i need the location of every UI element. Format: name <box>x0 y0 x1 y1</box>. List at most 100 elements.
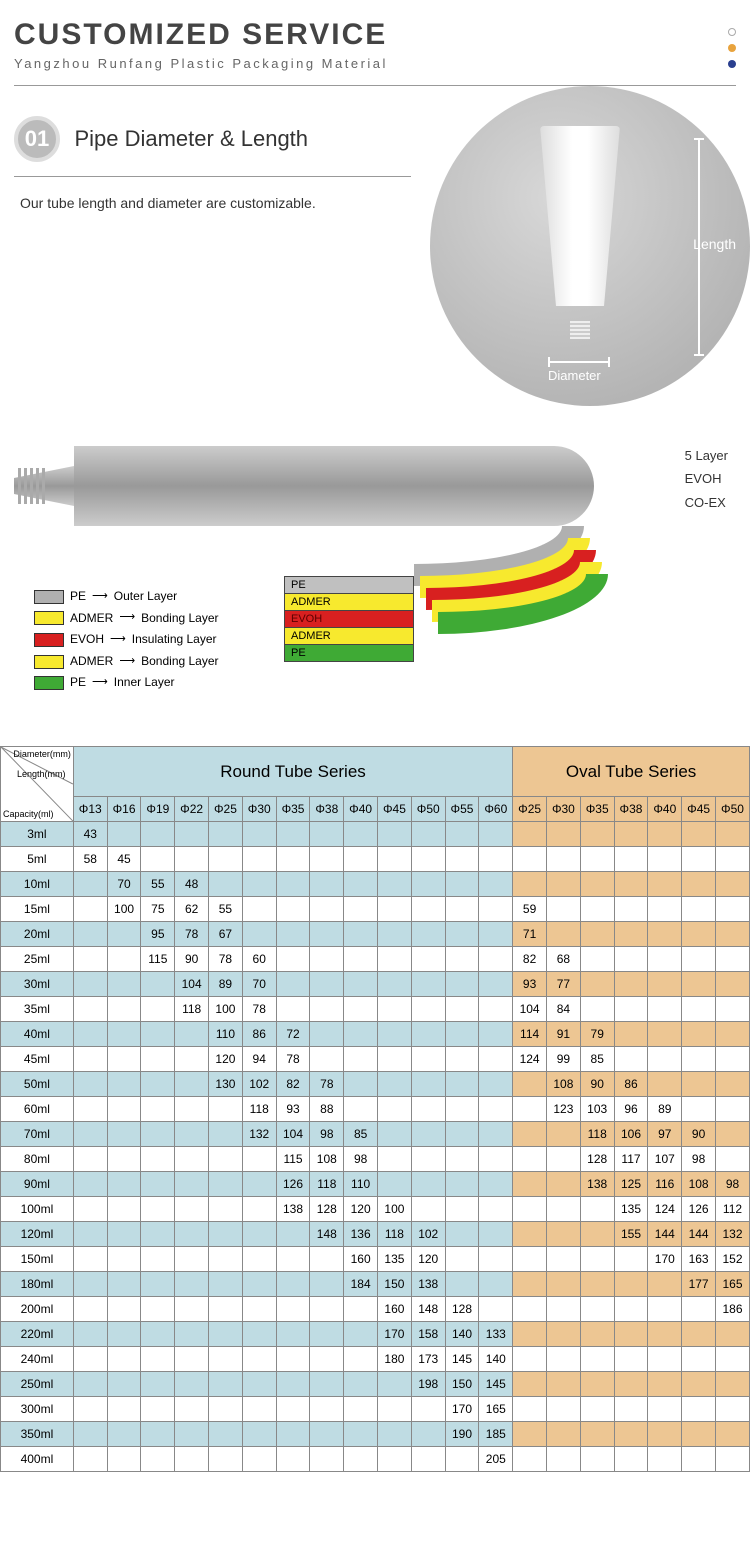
data-cell: 170 <box>648 1247 682 1272</box>
data-cell <box>715 1072 749 1097</box>
data-cell <box>682 947 716 972</box>
data-cell <box>682 1372 716 1397</box>
data-cell <box>73 872 107 897</box>
data-cell <box>73 1147 107 1172</box>
data-cell <box>107 922 141 947</box>
data-cell <box>242 1272 276 1297</box>
data-cell <box>547 822 581 847</box>
data-cell <box>547 1347 581 1372</box>
table-row: 100ml138128120100135124126112 <box>1 1197 750 1222</box>
data-cell <box>648 1322 682 1347</box>
table-row: 300ml170165 <box>1 1397 750 1422</box>
data-cell <box>445 1147 479 1172</box>
data-cell <box>445 1122 479 1147</box>
data-cell <box>547 847 581 872</box>
data-cell: 95 <box>141 922 175 947</box>
data-cell <box>445 947 479 972</box>
length-label: Length <box>693 236 736 252</box>
data-cell <box>479 1172 513 1197</box>
capacity-cell: 25ml <box>1 947 74 972</box>
dia-header: Φ40 <box>344 797 378 822</box>
table-row: 25ml1159078608268 <box>1 947 750 972</box>
dia-header: Φ55 <box>445 797 479 822</box>
data-cell <box>209 1347 243 1372</box>
data-cell <box>648 1347 682 1372</box>
data-cell: 177 <box>682 1272 716 1297</box>
capacity-cell: 120ml <box>1 1222 74 1247</box>
data-cell: 108 <box>547 1072 581 1097</box>
data-cell <box>141 1297 175 1322</box>
data-cell: 99 <box>547 1047 581 1072</box>
data-cell <box>344 1072 378 1097</box>
data-cell <box>141 1322 175 1347</box>
data-cell <box>175 1197 209 1222</box>
dia-header: Φ30 <box>547 797 581 822</box>
page-header: CUSTOMIZED SERVICE Yangzhou Runfang Plas… <box>0 0 750 79</box>
data-cell <box>73 1172 107 1197</box>
data-cell: 98 <box>715 1172 749 1197</box>
data-cell <box>614 1447 648 1472</box>
data-cell <box>107 1022 141 1047</box>
data-cell: 93 <box>513 972 547 997</box>
data-cell: 135 <box>378 1247 412 1272</box>
data-cell <box>445 972 479 997</box>
capacity-cell: 80ml <box>1 1147 74 1172</box>
data-cell <box>344 872 378 897</box>
data-cell <box>682 1047 716 1072</box>
data-cell <box>209 847 243 872</box>
data-cell <box>242 1297 276 1322</box>
capacity-cell: 180ml <box>1 1272 74 1297</box>
table-row: 60ml11893881231039689 <box>1 1097 750 1122</box>
table-row: 400ml205 <box>1 1447 750 1472</box>
data-cell <box>614 847 648 872</box>
table-row: 350ml190185 <box>1 1422 750 1447</box>
data-cell <box>580 1422 614 1447</box>
data-cell <box>648 947 682 972</box>
dia-header: Φ30 <box>242 797 276 822</box>
data-cell <box>648 997 682 1022</box>
data-cell: 118 <box>378 1222 412 1247</box>
data-cell <box>378 1397 412 1422</box>
data-cell: 150 <box>378 1272 412 1297</box>
data-cell <box>276 947 310 972</box>
data-cell: 138 <box>411 1272 445 1297</box>
data-cell <box>310 1397 344 1422</box>
peel-row: ADMER <box>284 627 414 644</box>
data-cell <box>614 1397 648 1422</box>
data-cell <box>614 972 648 997</box>
data-cell <box>209 1322 243 1347</box>
table-row: 120ml148136118102155144144132 <box>1 1222 750 1247</box>
data-cell <box>73 1422 107 1447</box>
data-cell <box>411 847 445 872</box>
data-cell <box>715 1397 749 1422</box>
data-cell <box>648 1022 682 1047</box>
data-cell <box>73 1322 107 1347</box>
data-cell <box>378 1072 412 1097</box>
data-cell: 128 <box>310 1197 344 1222</box>
data-cell: 108 <box>682 1172 716 1197</box>
data-cell <box>107 997 141 1022</box>
data-cell <box>411 1397 445 1422</box>
data-cell <box>580 922 614 947</box>
data-cell: 104 <box>276 1122 310 1147</box>
data-cell: 116 <box>648 1172 682 1197</box>
data-cell <box>513 1172 547 1197</box>
data-cell <box>682 1322 716 1347</box>
data-cell <box>411 1022 445 1047</box>
data-cell <box>715 922 749 947</box>
data-cell <box>682 1097 716 1122</box>
data-cell: 108 <box>310 1147 344 1172</box>
data-cell <box>614 822 648 847</box>
data-cell <box>107 1197 141 1222</box>
dia-header: Φ50 <box>715 797 749 822</box>
size-table: Diameter(mm) Length(mm) Capacity(ml) Rou… <box>0 746 750 1472</box>
dia-header: Φ19 <box>141 797 175 822</box>
diameter-indicator <box>548 361 610 363</box>
data-cell: 85 <box>580 1047 614 1072</box>
data-cell <box>141 1422 175 1447</box>
data-cell <box>378 847 412 872</box>
data-cell <box>378 872 412 897</box>
data-cell: 115 <box>276 1147 310 1172</box>
data-cell <box>73 1297 107 1322</box>
data-cell <box>479 1072 513 1097</box>
